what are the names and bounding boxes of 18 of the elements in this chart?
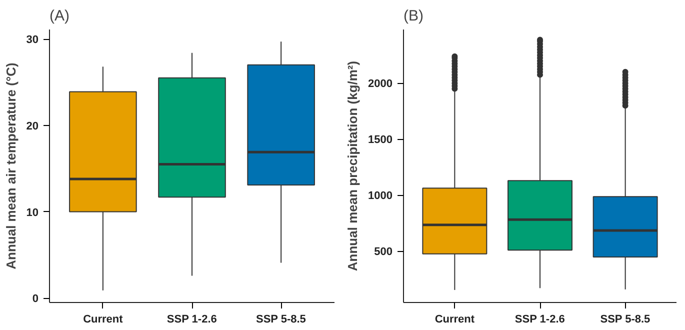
x-tick-label: Current <box>83 314 124 326</box>
y-tick-label: 30 <box>26 34 39 46</box>
y-tick-label: 1500 <box>368 134 393 146</box>
x-tick-label: SSP 1-2.6 <box>514 314 565 326</box>
x-tick-label: SSP 5-8.5 <box>600 314 650 326</box>
y-axis-title: Annual mean precipitation (kg/m²) <box>345 60 360 272</box>
y-tick-label: 1000 <box>368 190 393 202</box>
x-tick-label: Current <box>434 314 475 326</box>
chart-title: (B) <box>404 8 424 24</box>
y-tick-label: 0 <box>32 293 39 306</box>
y-tick-label: 2000 <box>368 78 393 90</box>
chart-title: (A) <box>50 8 70 24</box>
x-tick-label: SSP 5-8.5 <box>256 314 306 326</box>
y-axis-title: Annual mean air temperature (°C) <box>3 62 18 270</box>
y-tick-label: 10 <box>26 206 39 219</box>
y-tick-label: 500 <box>374 246 393 258</box>
x-tick-label: SSP 1-2.6 <box>166 314 217 326</box>
y-tick-label: 20 <box>26 120 39 132</box>
